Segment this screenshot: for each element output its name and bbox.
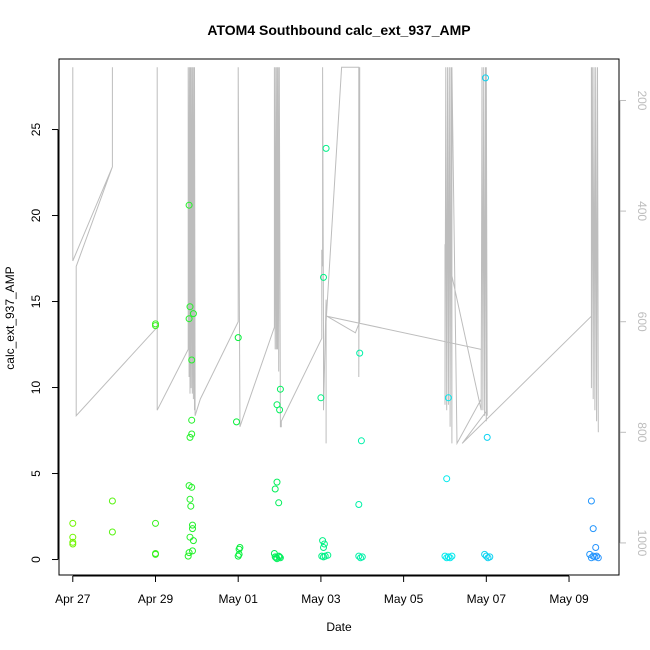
- line-series-path: [72, 66, 599, 446]
- data-point: [444, 394, 452, 402]
- data-point: [186, 495, 194, 503]
- data-point: [271, 553, 279, 561]
- data-point: [320, 273, 327, 281]
- x-tick-label: Apr 29: [138, 592, 174, 606]
- right-tick-label: 1000: [635, 530, 649, 557]
- data-point: [275, 552, 283, 560]
- data-point: [356, 349, 364, 357]
- data-point: [189, 547, 196, 555]
- x-tick-label: May 01: [219, 592, 259, 606]
- x-tick-label: May 03: [301, 592, 341, 606]
- data-point: [152, 322, 159, 330]
- data-point: [589, 525, 597, 533]
- data-point: [152, 550, 159, 558]
- data-point: [185, 201, 193, 209]
- x-tick-label: Apr 27: [55, 592, 91, 606]
- data-point: [486, 553, 494, 561]
- data-point: [188, 416, 196, 424]
- data-point: [355, 552, 363, 560]
- data-point: [358, 553, 366, 561]
- y-tick-label: 10: [29, 381, 43, 395]
- data-point: [69, 540, 77, 548]
- data-point: [185, 315, 193, 323]
- axes: Apr 27 Apr 29 May 01 May 03 May 05 May 07 May …: [29, 90, 649, 606]
- data-point: [235, 550, 243, 558]
- data-point: [186, 433, 194, 441]
- data-point: [69, 519, 77, 527]
- data-point: [275, 499, 283, 507]
- data-point: [443, 475, 451, 483]
- data-point: [276, 554, 284, 562]
- data-point: [482, 74, 489, 82]
- data-point: [357, 437, 365, 445]
- data-point: [69, 533, 77, 541]
- data-point: [324, 551, 332, 559]
- y-tick-label: 25: [29, 123, 43, 137]
- data-point: [273, 478, 281, 486]
- data-point: [592, 544, 600, 551]
- data-point: [271, 485, 279, 493]
- data-point: [446, 554, 454, 562]
- right-tick-label: 400: [635, 201, 649, 221]
- data-point: [319, 537, 327, 545]
- data-point: [320, 544, 327, 551]
- point-series: [69, 74, 602, 563]
- data-point: [234, 334, 242, 342]
- data-point: [188, 483, 196, 491]
- x-tick-label: May 09: [549, 592, 589, 606]
- data-point: [235, 545, 243, 553]
- data-point: [355, 501, 363, 508]
- data-point: [276, 385, 284, 393]
- data-point: [186, 533, 194, 541]
- data-point: [189, 537, 197, 545]
- right-tick-label: 800: [635, 422, 649, 442]
- data-point: [186, 303, 194, 311]
- data-point: [189, 521, 196, 529]
- data-point: [188, 430, 196, 438]
- y-tick-label: 15: [29, 295, 43, 309]
- y-tick-label: 0: [29, 556, 43, 563]
- data-point: [184, 552, 192, 560]
- x-tick-label: May 07: [467, 592, 507, 606]
- data-point: [152, 519, 159, 527]
- data-point: [188, 356, 196, 364]
- data-point: [593, 552, 601, 560]
- x-axis-label: Date: [326, 620, 352, 634]
- data-point: [322, 144, 330, 152]
- data-point: [482, 552, 490, 560]
- data-point: [483, 433, 491, 441]
- data-point: [594, 554, 602, 562]
- data-point: [185, 549, 193, 557]
- data-point: [276, 553, 284, 561]
- chart-title: ATOM4 Southbound calc_ext_937_AMP: [207, 22, 470, 38]
- x-tick-label: May 05: [384, 592, 424, 606]
- data-point: [233, 418, 240, 426]
- data-point: [108, 497, 116, 505]
- data-point: [448, 552, 456, 560]
- data-point: [276, 406, 284, 414]
- right-tick-label: 200: [635, 90, 649, 110]
- data-point: [317, 394, 325, 402]
- y-axis-label: calc_ext_937_AMP: [3, 266, 17, 369]
- data-point: [187, 502, 195, 510]
- y-tick-label: 20: [29, 209, 43, 223]
- right-tick-label: 600: [635, 312, 649, 332]
- data-point: [320, 540, 328, 548]
- data-point: [108, 528, 116, 536]
- y-tick-label: 5: [29, 470, 43, 477]
- data-point: [189, 525, 196, 533]
- plot-frame: [58, 58, 620, 576]
- line-series: [72, 66, 599, 446]
- data-point: [189, 310, 197, 318]
- data-point: [587, 497, 595, 505]
